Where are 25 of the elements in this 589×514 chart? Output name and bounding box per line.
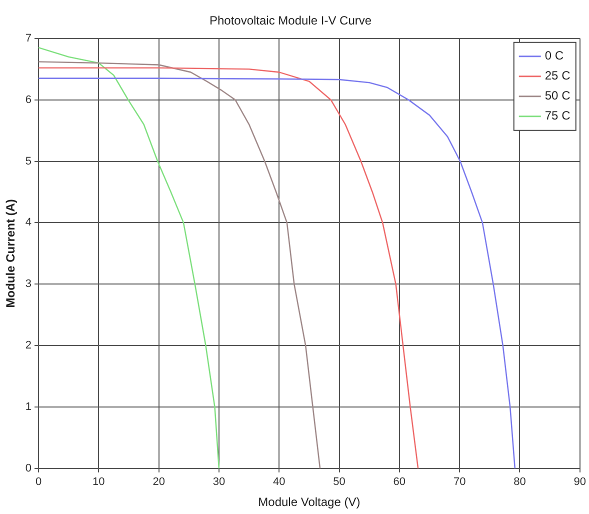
x-tick-label: 70 [453, 476, 466, 488]
y-tick-label: 6 [25, 94, 32, 106]
x-tick-label: 20 [152, 476, 165, 488]
y-tick-label: 2 [25, 340, 32, 352]
y-axis-title: Module Current (A) [4, 199, 18, 308]
x-tick-label: 90 [574, 476, 586, 488]
x-tick-label: 10 [92, 476, 105, 488]
x-tick-label: 60 [393, 476, 406, 488]
x-axis-title: Module Voltage (V) [258, 495, 360, 510]
x-tick-label: 30 [212, 476, 226, 488]
y-tick-label: 1 [25, 401, 32, 414]
y-tick-label: 4 [25, 216, 32, 229]
y-tick-label: 3 [25, 278, 32, 290]
x-tick-label: 40 [273, 476, 286, 488]
x-tick-label: 80 [514, 476, 526, 488]
y-tick-label: 0 [25, 462, 32, 474]
legend-label: 75 C [544, 108, 571, 123]
chart-title: Photovoltaic Module I-V Curve [209, 14, 372, 28]
legend-label: 50 C [544, 88, 571, 103]
x-tick-label: 0 [35, 476, 42, 488]
legend-label: 0 C [544, 48, 564, 63]
x-tick-label: 50 [333, 476, 346, 488]
y-tick-label: 7 [25, 32, 32, 44]
legend-label: 25 C [544, 68, 571, 83]
y-tick-label: 5 [25, 155, 32, 168]
